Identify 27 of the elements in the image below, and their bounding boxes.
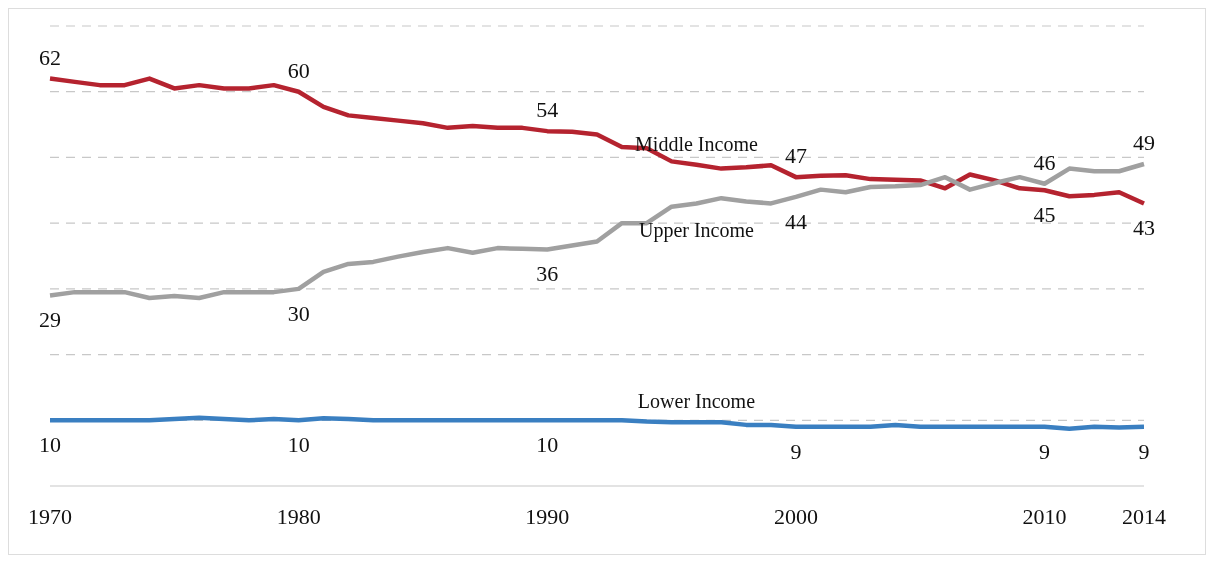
data-label: 46 — [1033, 149, 1056, 175]
data-label: 9 — [1138, 438, 1150, 464]
series-label: Lower Income — [637, 390, 756, 413]
x-tick-label: 2000 — [773, 504, 818, 529]
data-label: 10 — [287, 432, 310, 458]
data-label: 47 — [784, 143, 807, 169]
x-tick-label: 2014 — [1122, 504, 1166, 529]
data-label: 29 — [39, 307, 61, 333]
x-tick-label: 1990 — [525, 504, 570, 529]
data-label: 60 — [287, 57, 310, 83]
series-label: Upper Income — [638, 219, 755, 243]
x-tick-label: 1970 — [28, 504, 72, 529]
data-label: 10 — [536, 432, 559, 458]
data-label: 9 — [790, 438, 802, 464]
x-tick-label: 2010 — [1022, 504, 1067, 529]
data-label: 54 — [536, 97, 559, 123]
data-label: 10 — [39, 432, 61, 458]
data-label: 45 — [1033, 202, 1056, 228]
data-label: 30 — [287, 300, 310, 326]
data-label: 44 — [784, 208, 807, 234]
series-label: Middle Income — [635, 132, 758, 155]
data-label: 49 — [1133, 130, 1155, 155]
data-label: 43 — [1133, 215, 1155, 241]
x-tick-label: 1980 — [276, 504, 321, 529]
data-label: 36 — [536, 261, 559, 287]
data-label: 62 — [39, 44, 61, 70]
data-label: 9 — [1039, 438, 1051, 464]
